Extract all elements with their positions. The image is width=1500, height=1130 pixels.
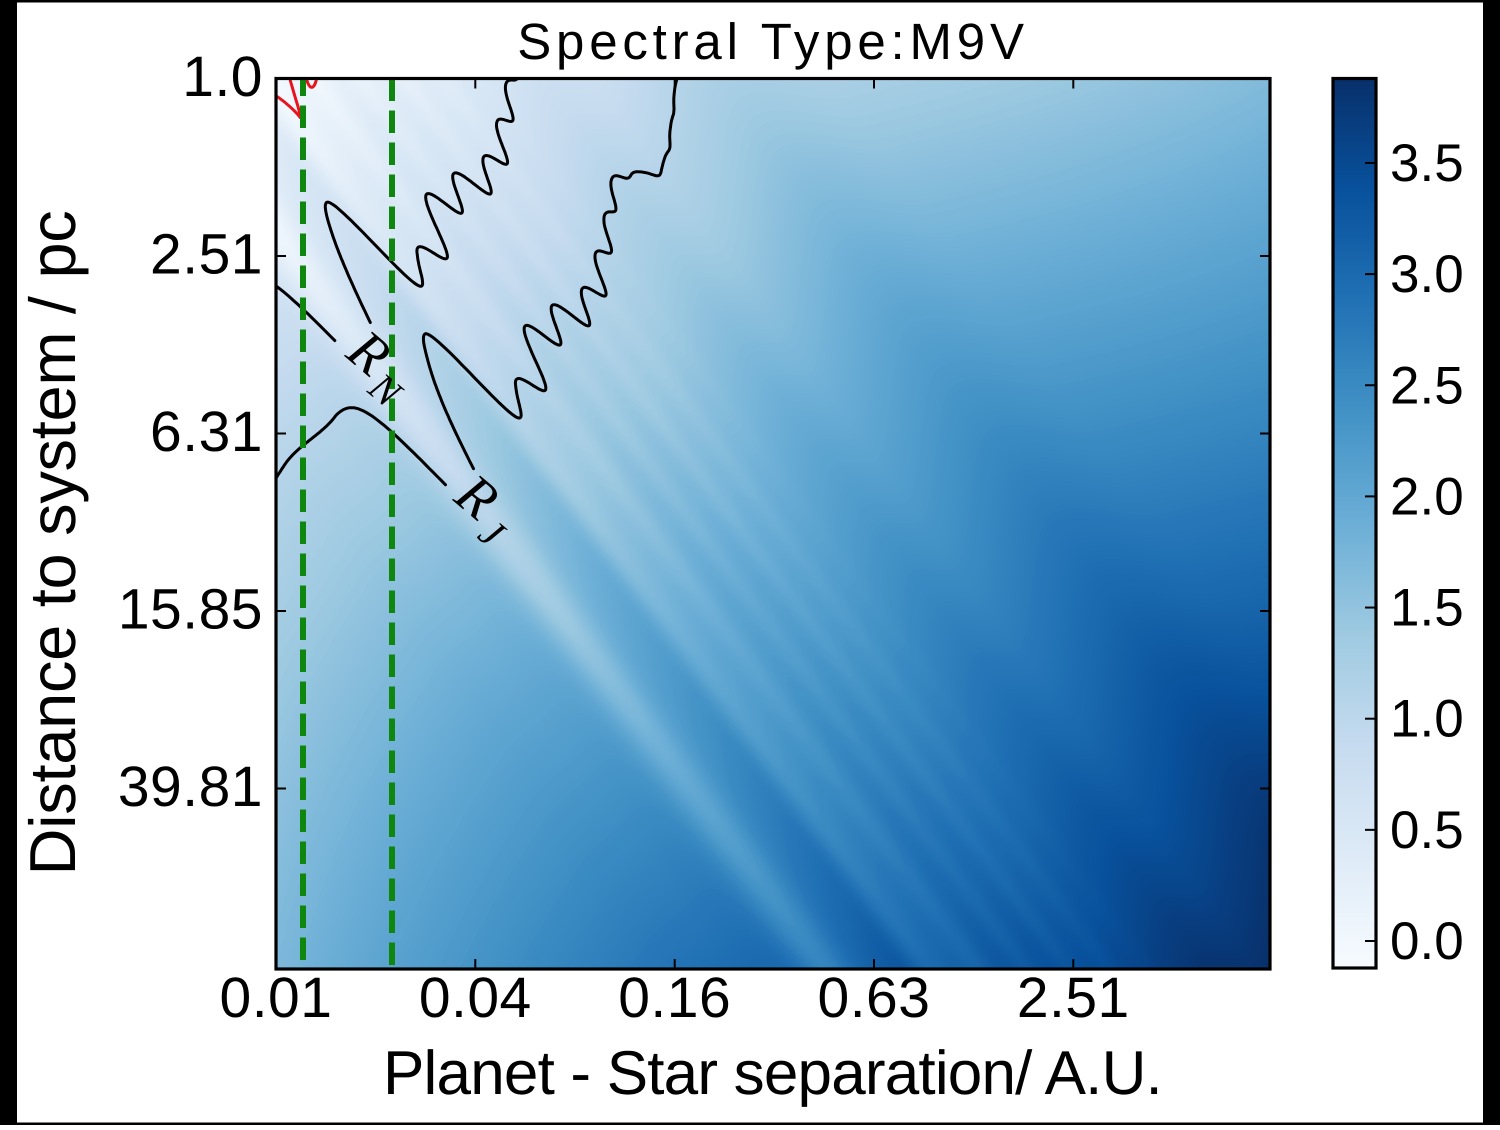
svg-text:1.0: 1.0 xyxy=(182,45,263,109)
svg-text:3.0: 3.0 xyxy=(1390,245,1464,304)
svg-text:0.04: 0.04 xyxy=(419,966,532,1030)
svg-text:2.51: 2.51 xyxy=(150,223,263,287)
svg-text:Planet - Star separation/ A.U.: Planet - Star separation/ A.U. xyxy=(383,1039,1162,1108)
svg-text:1.5: 1.5 xyxy=(1390,579,1464,638)
svg-text:3.5: 3.5 xyxy=(1390,134,1464,193)
svg-text:2.51: 2.51 xyxy=(1017,966,1130,1030)
svg-text:0.63: 0.63 xyxy=(818,966,931,1030)
svg-text:Distance to system / pc: Distance to system / pc xyxy=(16,211,89,876)
svg-text:39.81: 39.81 xyxy=(118,755,263,819)
svg-text:0.01: 0.01 xyxy=(220,966,333,1030)
svg-text:2.0: 2.0 xyxy=(1390,467,1464,526)
svg-text:1.0: 1.0 xyxy=(1390,690,1464,749)
svg-text:15.85: 15.85 xyxy=(118,578,263,642)
svg-text:Spectral Type:M9V: Spectral Type:M9V xyxy=(517,13,1029,70)
svg-text:6.31: 6.31 xyxy=(150,400,263,464)
svg-text:0.0: 0.0 xyxy=(1390,912,1464,971)
svg-text:0.5: 0.5 xyxy=(1390,801,1464,860)
svg-text:2.5: 2.5 xyxy=(1390,356,1464,415)
svg-text:0.16: 0.16 xyxy=(618,966,731,1030)
